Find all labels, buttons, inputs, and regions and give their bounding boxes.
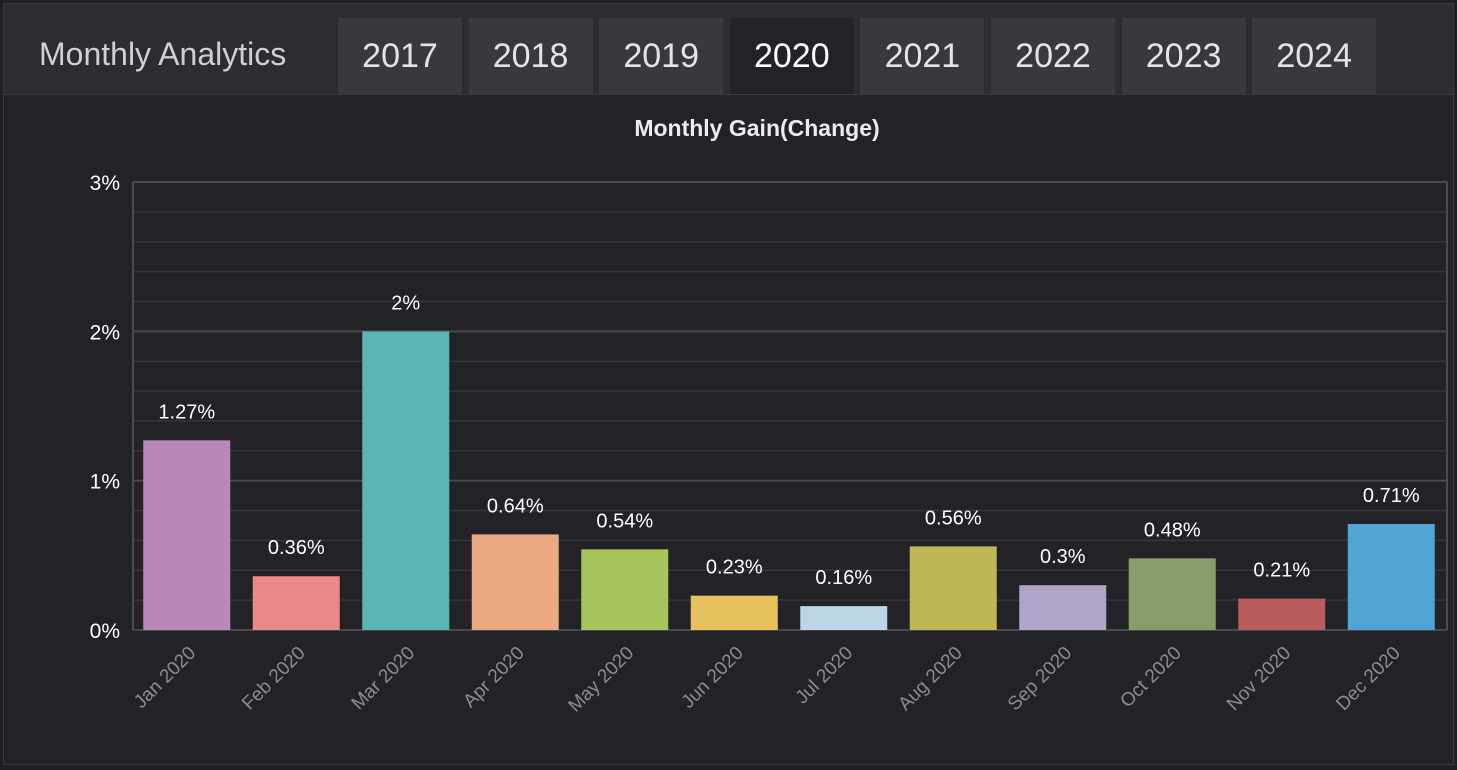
bar [690,595,778,630]
data-label: 0.48% [1144,519,1201,541]
x-tick-label: May 2020 [564,643,638,717]
x-tick-label: Nov 2020 [1223,643,1295,715]
data-label: 1.27% [158,401,215,423]
data-label: 0.54% [596,510,653,532]
tab-2021[interactable]: 2021 [860,18,985,94]
x-tick-label: Dec 2020 [1332,643,1404,715]
data-label: 0.71% [1363,485,1420,507]
bar [1238,598,1326,630]
bar [143,440,231,630]
tab-2017[interactable]: 2017 [338,18,462,94]
x-tick-label: Sep 2020 [1004,643,1076,715]
x-tick-label: Jan 2020 [130,643,200,713]
x-tick-label: Aug 2020 [894,643,966,715]
bar [1128,558,1216,630]
tab-2022[interactable]: 2022 [991,18,1115,94]
bar [362,331,450,630]
tab-2020[interactable]: 2020 [729,18,854,94]
x-tick-label: Apr 2020 [459,643,528,712]
tab-bar: Monthly Analytics 2017 2018 2019 2020 2021 20… [4,4,1453,95]
chart-title: Monthly Gain(Change) [634,115,879,141]
data-label: 0.64% [487,495,544,517]
bar [1019,585,1107,630]
data-label: 0.23% [706,557,763,579]
tab-2023[interactable]: 2023 [1121,18,1246,94]
bar [581,549,669,630]
y-tick-label: 2% [90,321,120,344]
bar [800,606,888,630]
y-tick-label: 0% [90,620,120,643]
tab-2019[interactable]: 2019 [599,18,724,94]
bar [1347,523,1435,630]
data-label: 0.16% [815,567,872,589]
data-label: 2% [391,292,420,314]
analytics-panel: Monthly Analytics 2017 2018 2019 2020 2021 20… [3,3,1454,765]
app-title: Monthly Analytics [39,36,287,72]
x-tick-label: Feb 2020 [238,643,310,715]
bar [471,534,559,630]
x-tick-label: Mar 2020 [348,643,420,715]
x-tick-label: Jun 2020 [678,643,748,713]
y-tick-label: 1% [90,471,120,494]
x-tick-label: Oct 2020 [1116,643,1185,712]
tab-2024[interactable]: 2024 [1252,18,1377,94]
tab-2018[interactable]: 2018 [468,18,593,94]
data-label: 0.36% [268,537,325,559]
bar [909,546,997,630]
bar [252,576,340,630]
y-tick-label: 3% [90,172,120,195]
x-tick-label: Jul 2020 [792,643,858,709]
data-label: 0.21% [1253,560,1310,582]
data-label: 0.3% [1040,546,1086,568]
data-label: 0.56% [925,507,982,529]
